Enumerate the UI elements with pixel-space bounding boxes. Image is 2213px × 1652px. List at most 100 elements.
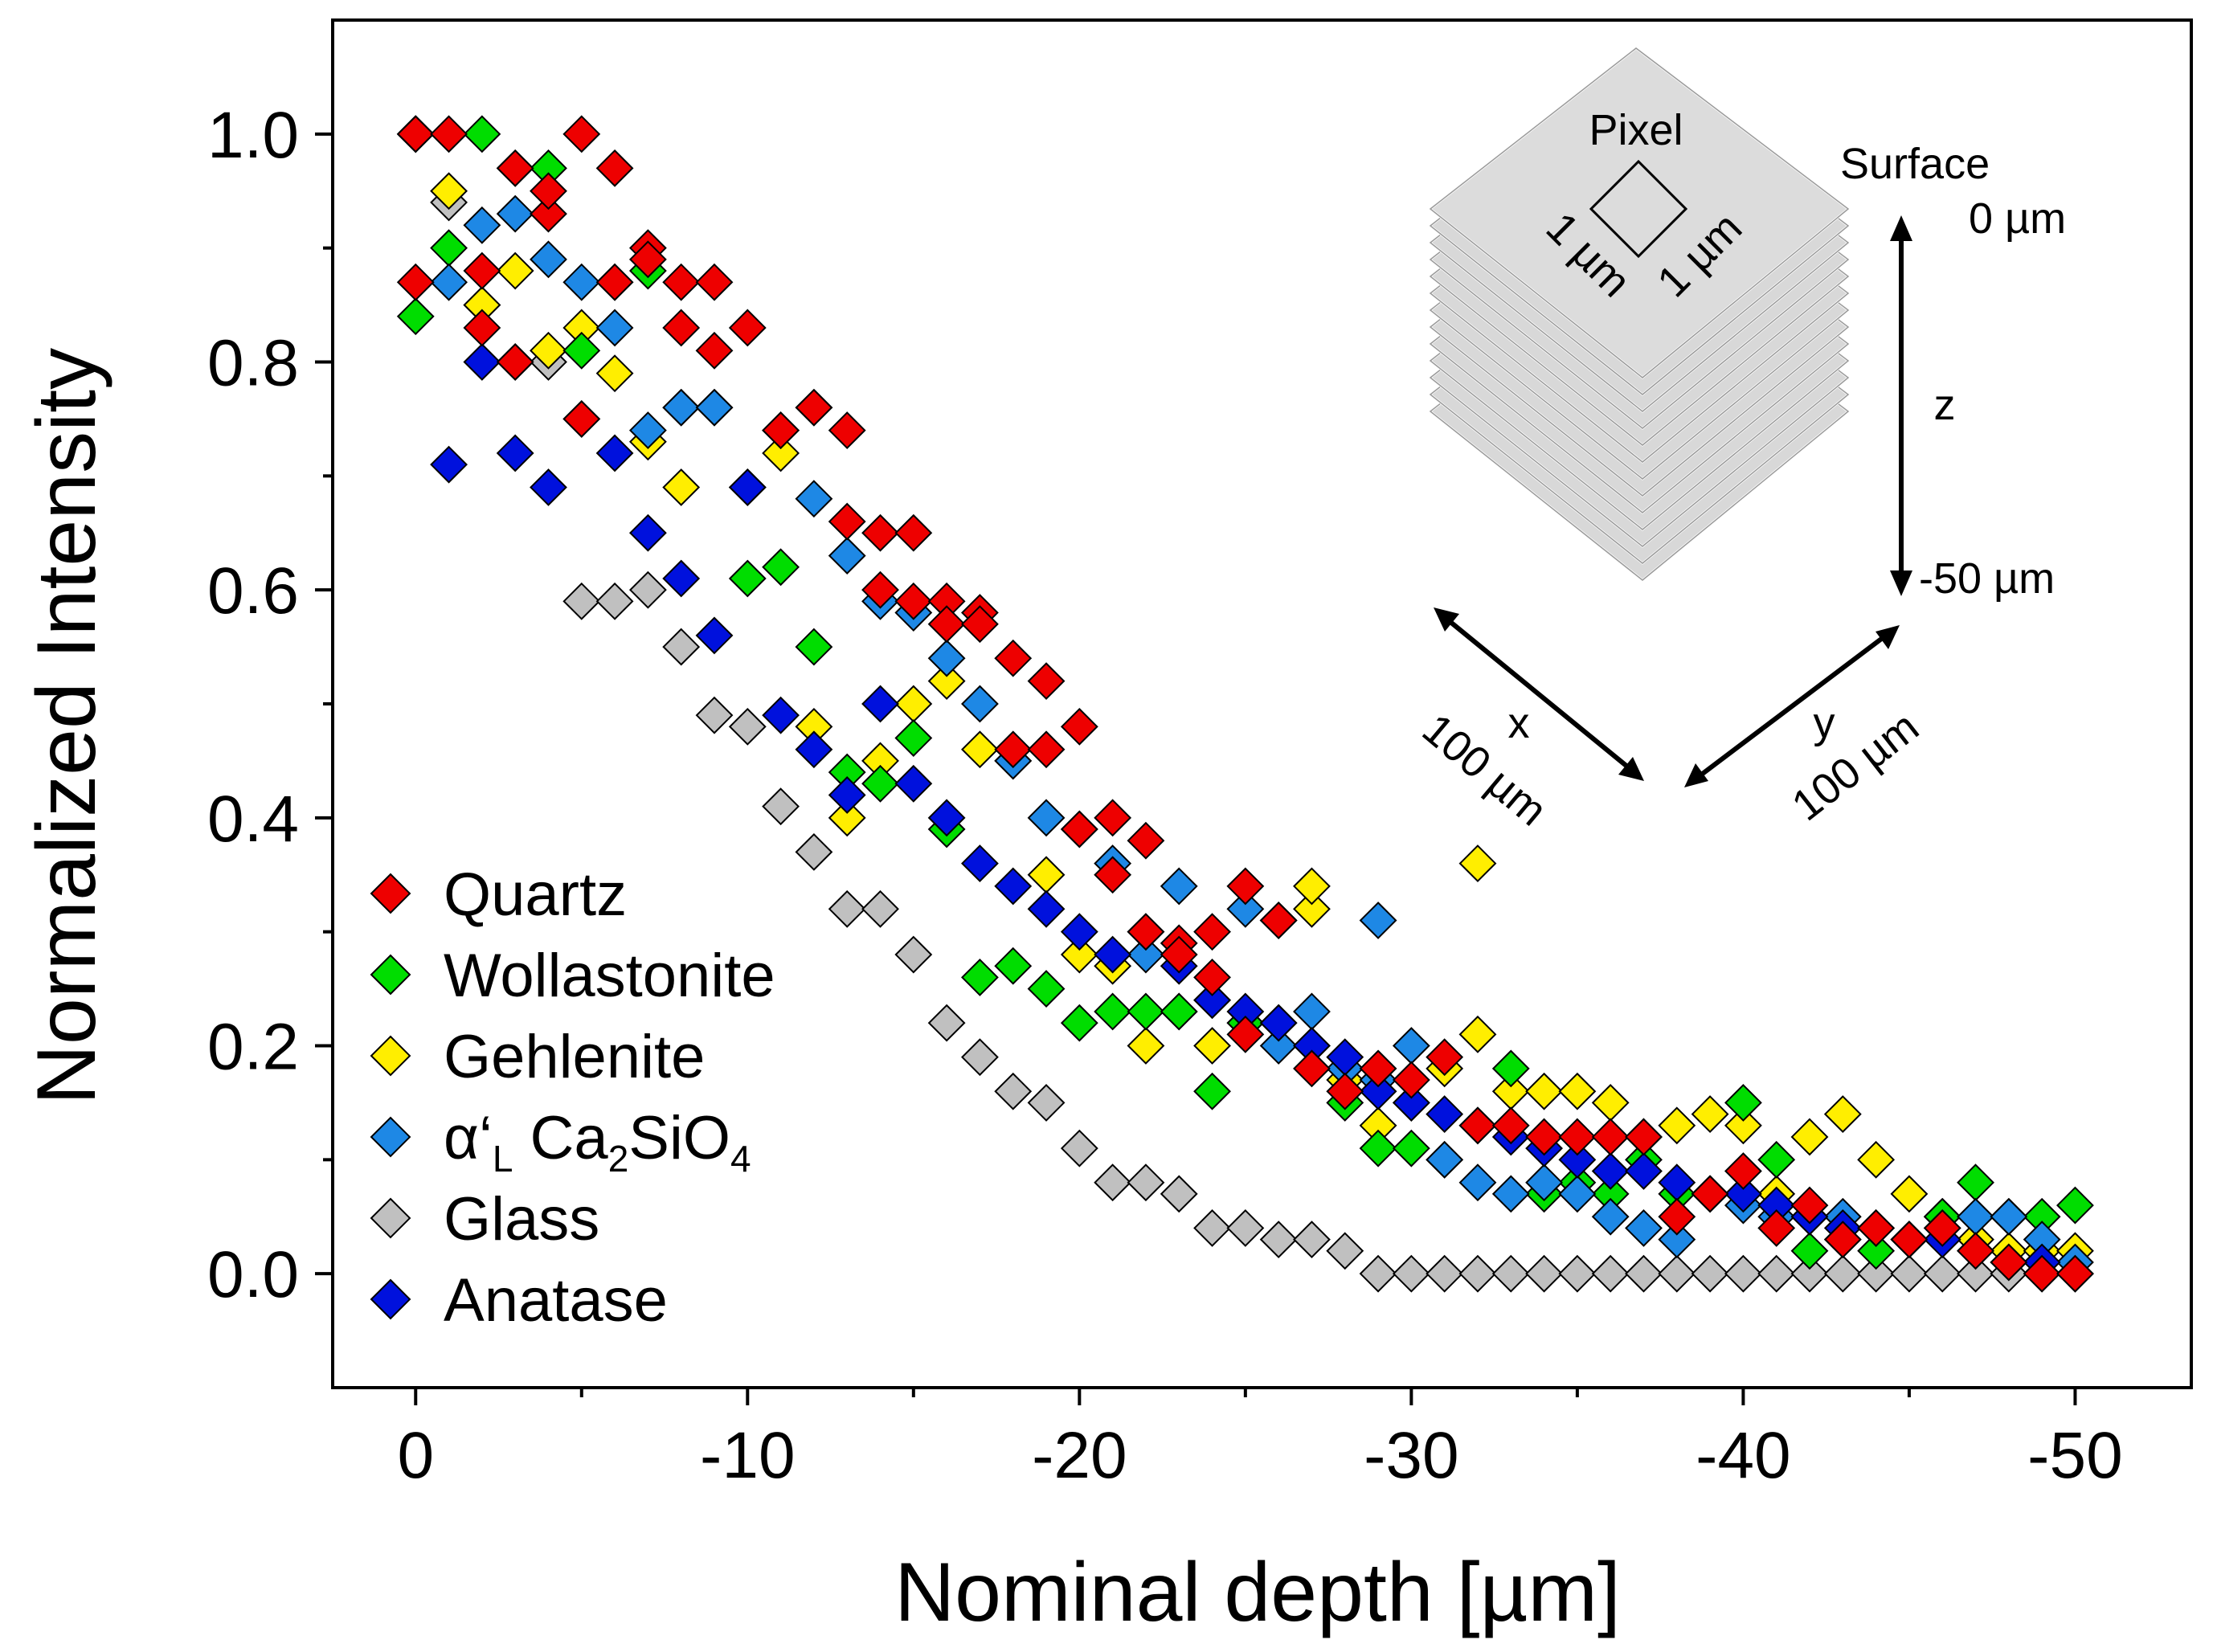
- legend-item: Glass: [370, 1185, 599, 1253]
- data-point-l-ca2sio4: [1226, 889, 1265, 928]
- pixel-square: [1589, 159, 1688, 259]
- x-axis-title: Nominal depth [µm]: [894, 1546, 1621, 1639]
- data-point-quartz: [530, 172, 567, 211]
- data-point-l-ca2sio4: [1359, 902, 1397, 939]
- data-point-wollastonite: [1127, 992, 1165, 1031]
- data-point-wollastonite: [1957, 1163, 1994, 1202]
- data-point-glass: [1060, 1129, 1098, 1167]
- data-point-gehlenite: [1525, 1072, 1563, 1110]
- data-point-gehlenite: [828, 799, 866, 837]
- data-point-anatase: [894, 764, 933, 803]
- data-point-anatase: [695, 616, 734, 655]
- data-point-anatase: [1625, 1152, 1663, 1190]
- data-point-gehlenite: [1127, 1027, 1165, 1065]
- data-point-quartz: [1990, 1243, 2028, 1282]
- data-point-quartz: [695, 263, 734, 301]
- data-point-anatase: [728, 468, 767, 506]
- data-point-quartz: [2056, 1254, 2094, 1293]
- data-point-quartz: [1359, 1049, 1397, 1088]
- legend-label: Quartz: [444, 861, 627, 929]
- data-point-glass: [1625, 1254, 1663, 1293]
- legend-marker: [370, 873, 411, 914]
- data-point-anatase: [463, 343, 501, 381]
- data-point-quartz: [1226, 867, 1265, 906]
- data-point-glass: [1392, 1254, 1430, 1293]
- y-axis-inset-label: y: [1814, 699, 1835, 747]
- inset-layer-stack: [1428, 47, 1851, 582]
- data-point-quartz: [1060, 707, 1098, 746]
- data-point-quartz: [1193, 913, 1231, 951]
- data-point-quartz: [1426, 1038, 1464, 1077]
- data-point-quartz: [562, 400, 601, 438]
- data-point-quartz: [1923, 1209, 1961, 1247]
- data-point-gehlenite: [762, 434, 800, 472]
- data-point-wollastonite: [396, 297, 435, 336]
- data-point-wollastonite: [728, 559, 767, 598]
- data-point-anatase: [961, 844, 999, 882]
- data-point-quartz: [1160, 935, 1198, 974]
- data-point-gehlenite: [430, 172, 468, 211]
- data-point-l-ca2sio4: [530, 240, 567, 279]
- data-point-gehlenite: [1458, 844, 1497, 882]
- data-point-l-ca2sio4: [562, 263, 601, 301]
- data-point-quartz: [894, 582, 933, 620]
- data-point-l-ca2sio4: [1259, 1027, 1298, 1065]
- data-point-glass: [1193, 1209, 1231, 1247]
- data-point-wollastonite: [1790, 1232, 1829, 1270]
- data-point-gehlenite: [496, 251, 534, 290]
- data-point-l-ca2sio4: [1160, 867, 1198, 906]
- data-point-quartz: [1094, 799, 1132, 837]
- data-point-gehlenite: [1724, 1106, 1762, 1145]
- data-point-anatase: [430, 445, 468, 484]
- data-point-quartz: [1525, 1118, 1563, 1156]
- data-point-glass: [1027, 1084, 1066, 1122]
- data-point-quartz: [1127, 821, 1165, 860]
- data-point-wollastonite: [861, 764, 899, 803]
- data-point-quartz: [595, 149, 634, 187]
- data-point-l-ca2sio4: [828, 537, 866, 575]
- data-point-quartz: [1790, 1186, 1829, 1225]
- data-point-quartz: [828, 502, 866, 541]
- data-point-quartz: [595, 263, 634, 301]
- x-tick-label: -30: [1364, 1419, 1459, 1492]
- x-tick-label: 0: [397, 1419, 434, 1492]
- legend-item: Quartz: [370, 861, 627, 929]
- y-tick-label: 0.2: [207, 1011, 299, 1084]
- z-axis-label: z: [1934, 381, 1956, 429]
- y-axis-title: Normalized Intensity: [20, 348, 113, 1105]
- data-point-quartz: [927, 605, 966, 644]
- data-point-l-ca2sio4: [961, 685, 999, 723]
- inset-layer-outline: [1429, 47, 1850, 378]
- data-point-glass: [1491, 1254, 1530, 1293]
- legend: Quartz Wollastonite Gehlenite α‘L Ca2SiO4Gl…: [370, 861, 775, 1335]
- data-point-gehlenite: [530, 331, 567, 370]
- data-point-quartz: [762, 411, 800, 450]
- data-point-glass: [628, 570, 667, 609]
- data-point-quartz: [662, 309, 701, 347]
- data-point-quartz: [1060, 810, 1098, 848]
- data-point-anatase: [762, 696, 800, 734]
- data-point-quartz: [1127, 913, 1165, 951]
- data-point-glass: [1724, 1254, 1762, 1293]
- data-point-quartz: [430, 115, 468, 153]
- data-point-quartz: [1094, 856, 1132, 894]
- data-point-gehlenite: [1790, 1118, 1829, 1156]
- data-point-wollastonite: [894, 719, 933, 757]
- x-arrow-head-right: [1618, 757, 1644, 781]
- data-point-glass: [1923, 1254, 1961, 1293]
- data-point-glass: [1658, 1254, 1696, 1293]
- data-point-glass: [1293, 1221, 1331, 1259]
- data-point-glass: [1525, 1254, 1563, 1293]
- data-point-anatase: [994, 867, 1033, 906]
- data-point-quartz: [1558, 1118, 1597, 1156]
- data-point-l-ca2sio4: [1525, 1163, 1563, 1202]
- data-point-glass: [1558, 1254, 1597, 1293]
- data-point-quartz: [1027, 662, 1066, 701]
- data-point-anatase: [1193, 981, 1231, 1020]
- data-point-wollastonite: [1160, 992, 1198, 1031]
- data-point-glass: [1857, 1254, 1896, 1293]
- data-point-glass: [662, 628, 701, 666]
- y-tick-label: 0.6: [207, 554, 299, 628]
- data-point-quartz: [396, 115, 435, 153]
- data-point-glass: [994, 1072, 1033, 1110]
